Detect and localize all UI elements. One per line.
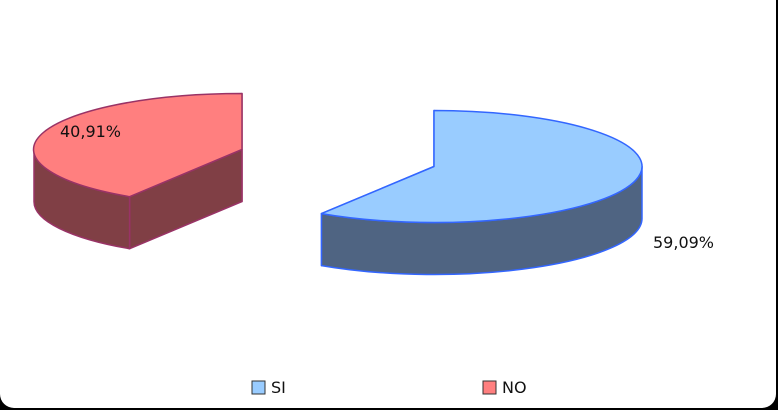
legend-swatch-si [251, 380, 266, 395]
legend-swatch-no [482, 380, 497, 395]
legend-label-si: SI [271, 378, 286, 397]
pie-slice-no-top [32, 92, 243, 198]
legend-label-no: NO [502, 378, 527, 397]
data-label-si: 59,09% [653, 233, 714, 252]
pie-slice-no [32, 92, 243, 250]
data-label-no: 40,91% [60, 122, 121, 141]
pie-slices [32, 92, 643, 276]
pie-slice-si-top [320, 109, 643, 224]
pie-slice-si [320, 109, 643, 276]
legend: SI NO [251, 378, 527, 397]
